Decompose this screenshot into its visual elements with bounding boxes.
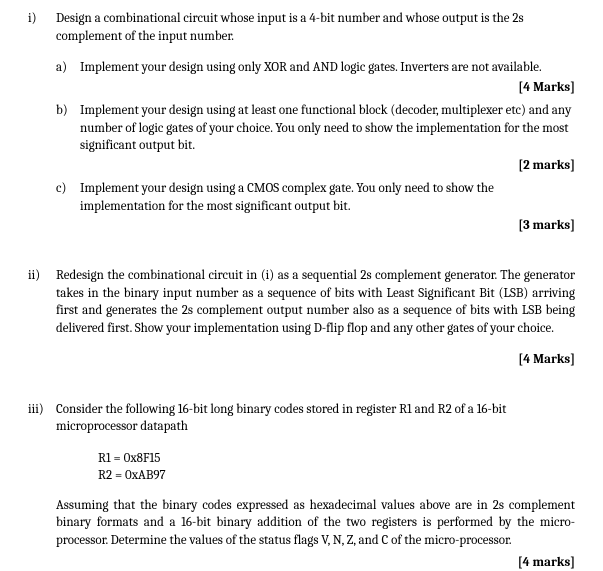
q1-marker: i)	[28, 10, 56, 45]
q3-r1: R1 = 0x8F15	[98, 450, 575, 468]
q1a-marks: [4 Marks]	[56, 79, 575, 97]
q1a-row: a) Implement your design using only XOR …	[56, 59, 575, 77]
q2-text: Redesign the combinational circuit in (i…	[56, 267, 575, 337]
q1c-marker: c)	[56, 180, 80, 215]
q2-marker: ii)	[28, 267, 56, 337]
q3-marker: iii)	[28, 401, 56, 436]
q2-marks: [4 Marks]	[28, 351, 575, 369]
q1c-marks: [3 marks]	[56, 217, 575, 235]
q1b-marker: b)	[56, 102, 80, 155]
q1a-marker: a)	[56, 59, 80, 77]
q3-intro-text: Consider the following 16-bit long binar…	[56, 401, 575, 436]
question-1: i) Design a combinational circuit whose …	[28, 10, 575, 235]
q2-row: ii) Redesign the combinational circuit i…	[28, 267, 575, 337]
question-2: ii) Redesign the combinational circuit i…	[28, 267, 575, 369]
q1c-row: c) Implement your design using a CMOS co…	[56, 180, 575, 215]
q1-intro-row: i) Design a combinational circuit whose …	[28, 10, 575, 45]
q1a-text: Implement your design using only XOR and…	[80, 59, 575, 77]
q1c-text: Implement your design using a CMOS compl…	[80, 180, 575, 215]
q1b-row: b) Implement your design using at least …	[56, 102, 575, 155]
q1b-marks: [2 marks]	[56, 157, 575, 175]
q1-intro-text: Design a combinational circuit whose inp…	[56, 10, 575, 45]
q3-registers: R1 = 0x8F15 R2 = 0xAB97	[98, 450, 575, 485]
q3-r2: R2 = 0xAB97	[98, 467, 575, 485]
q1b-text: Implement your design using at least one…	[80, 102, 575, 155]
q3-marks: [4 marks]	[28, 554, 575, 571]
q3-intro-row: iii) Consider the following 16-bit long …	[28, 401, 575, 436]
q3-para: Assuming that the binary codes expressed…	[56, 497, 575, 550]
question-3: iii) Consider the following 16-bit long …	[28, 401, 575, 571]
